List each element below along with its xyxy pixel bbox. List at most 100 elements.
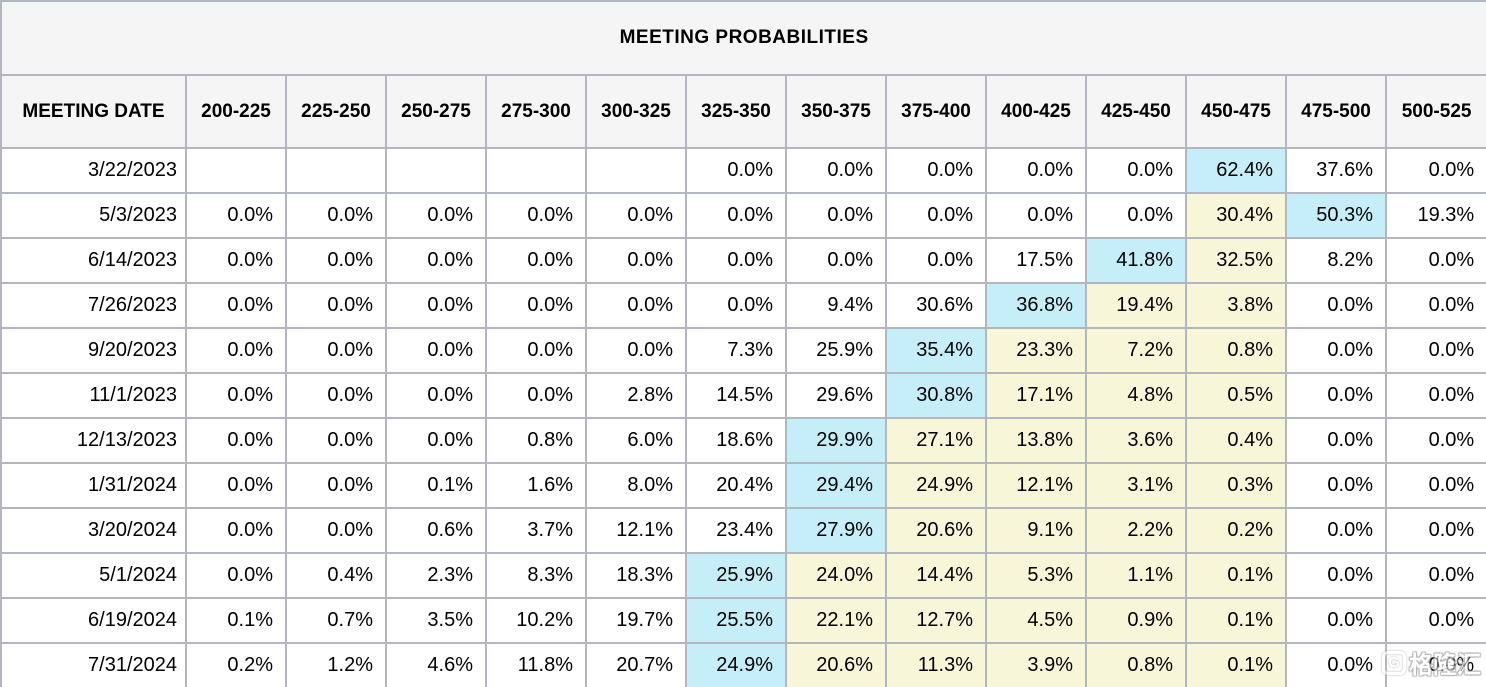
probability-cell (185, 147, 287, 194)
column-header-meeting-date: MEETING DATE (0, 74, 187, 149)
probability-cell: 18.6% (685, 417, 787, 464)
probability-cell: 0.9% (1085, 597, 1187, 644)
probability-cell: 23.3% (985, 327, 1087, 374)
probability-cell: 3.8% (1185, 282, 1287, 329)
probability-cell: 20.7% (585, 642, 687, 687)
probability-cell: 0.0% (1285, 507, 1387, 554)
probability-cell: 0.0% (585, 282, 687, 329)
probability-cell: 0.1% (1185, 642, 1287, 687)
probability-cell: 0.0% (285, 372, 387, 419)
meeting-date-cell: 11/1/2023 (0, 372, 187, 419)
column-header-rate-range: 250-275 (385, 74, 487, 149)
probability-cell: 0.7% (285, 597, 387, 644)
probability-cell: 8.2% (1285, 237, 1387, 284)
probability-cell: 9.1% (985, 507, 1087, 554)
probability-cell (285, 147, 387, 194)
probability-cell: 0.0% (285, 192, 387, 239)
probability-cell: 20.6% (885, 507, 987, 554)
probability-cell: 0.0% (1384, 327, 1486, 374)
probability-cell: 12.1% (585, 507, 687, 554)
column-header-rate-range: 200-225 (185, 74, 287, 149)
probability-cell: 0.5% (1185, 372, 1287, 419)
probability-cell: 4.6% (385, 642, 487, 687)
probability-cell: 0.0% (785, 147, 887, 194)
probability-cell: 25.9% (785, 327, 887, 374)
probability-cell: 0.0% (785, 192, 887, 239)
probability-cell: 0.0% (1285, 417, 1387, 464)
probability-cell: 0.0% (485, 372, 587, 419)
probability-cell: 4.8% (1085, 372, 1187, 419)
probability-cell: 2.3% (385, 552, 487, 599)
probability-cell: 19.3% (1384, 192, 1486, 239)
meeting-date-cell: 7/26/2023 (0, 282, 187, 329)
column-header-rate-range: 300-325 (585, 74, 687, 149)
probability-cell: 35.4% (885, 327, 987, 374)
probability-cell: 0.0% (985, 147, 1087, 194)
column-header-rate-range: 425-450 (1085, 74, 1187, 149)
probability-cell: 0.0% (785, 237, 887, 284)
probability-cell: 0.0% (1285, 642, 1387, 687)
probability-cell: 36.8% (985, 282, 1087, 329)
probability-cell: 4.5% (985, 597, 1087, 644)
probability-cell: 1.1% (1085, 552, 1187, 599)
probability-cell: 0.0% (185, 282, 287, 329)
probability-cell: 24.0% (785, 552, 887, 599)
probability-cell: 0.8% (485, 417, 587, 464)
meeting-date-cell: 3/22/2023 (0, 147, 187, 194)
probability-cell: 27.1% (885, 417, 987, 464)
column-header-row: MEETING DATE 200-225 225-250 250-275 275-300… (0, 74, 1486, 149)
probability-cell: 20.4% (685, 462, 787, 509)
probability-cell: 24.9% (685, 642, 787, 687)
probability-cell: 0.0% (485, 327, 587, 374)
probability-cell: 17.1% (985, 372, 1087, 419)
probability-cell: 3.1% (1085, 462, 1187, 509)
probability-cell: 0.0% (1384, 237, 1486, 284)
column-header-rate-range: 500-525 (1384, 74, 1486, 149)
meeting-date-cell: 5/3/2023 (0, 192, 187, 239)
probability-cell: 11.8% (485, 642, 587, 687)
probability-cell: 0.0% (585, 192, 687, 239)
meeting-date-cell: 3/20/2024 (0, 507, 187, 554)
probability-cell: 37.6% (1285, 147, 1387, 194)
probability-cell: 12.7% (885, 597, 987, 644)
probability-cell: 0.0% (385, 237, 487, 284)
table-row: 11/1/2023 0.0% 0.0% 0.0% 0.0% 2.8% 14.5% 29.6% 3… (0, 372, 1486, 419)
probability-cell: 24.9% (885, 462, 987, 509)
probability-cell: 0.0% (1384, 372, 1486, 419)
meeting-date-cell: 1/31/2024 (0, 462, 187, 509)
probability-cell: 0.0% (585, 237, 687, 284)
probability-cell: 0.0% (1085, 147, 1187, 194)
probability-cell: 0.0% (685, 147, 787, 194)
probability-cell: 30.8% (885, 372, 987, 419)
probability-cell: 23.4% (685, 507, 787, 554)
probability-cell: 0.0% (485, 237, 587, 284)
meeting-date-cell: 12/13/2023 (0, 417, 187, 464)
probability-cell: 0.1% (185, 597, 287, 644)
probability-cell: 0.0% (485, 282, 587, 329)
probability-cell: 0.8% (1185, 327, 1287, 374)
probability-cell: 30.6% (885, 282, 987, 329)
meeting-date-cell: 6/19/2024 (0, 597, 187, 644)
probability-cell: 0.0% (685, 192, 787, 239)
probability-cell: 29.4% (785, 462, 887, 509)
probability-cell: 0.2% (1185, 507, 1287, 554)
table-row: 7/26/2023 0.0% 0.0% 0.0% 0.0% 0.0% 0.0% 9.4% 30.… (0, 282, 1486, 329)
probability-cell: 0.0% (185, 192, 287, 239)
probability-cell: 0.0% (885, 147, 987, 194)
table-row: 5/3/2023 0.0% 0.0% 0.0% 0.0% 0.0% 0.0% 0.0% 0.0%… (0, 192, 1486, 239)
probability-cell: 0.0% (1285, 597, 1387, 644)
probability-cell: 0.0% (1285, 327, 1387, 374)
probability-cell: 0.0% (685, 282, 787, 329)
table-row: 7/31/2024 0.2% 1.2% 4.6% 11.8% 20.7% 24.9% 20.6… (0, 642, 1486, 687)
probability-cell: 19.4% (1085, 282, 1187, 329)
table-title-row: MEETING PROBABILITIES (0, 0, 1486, 76)
probability-cell: 0.0% (585, 327, 687, 374)
probability-cell: 0.8% (1085, 642, 1187, 687)
probability-cell: 14.5% (685, 372, 787, 419)
probability-cell: 0.1% (1185, 552, 1287, 599)
probability-cell: 19.7% (585, 597, 687, 644)
table-row: 12/13/2023 0.0% 0.0% 0.0% 0.8% 6.0% 18.6% 29.9%… (0, 417, 1486, 464)
probability-cell: 0.0% (385, 282, 487, 329)
probability-cell: 12.1% (985, 462, 1087, 509)
probability-cell: 0.2% (185, 642, 287, 687)
